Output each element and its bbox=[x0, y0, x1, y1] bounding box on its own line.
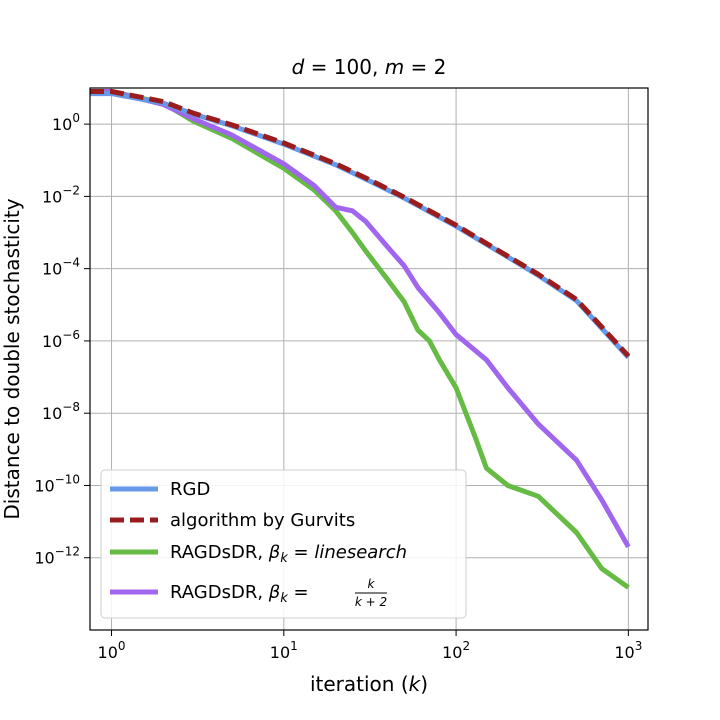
legend-label-ragdsdr-frac: RAGDsDR, βk = bbox=[170, 582, 309, 606]
legend-label-ragdsdr-frac-beta: β bbox=[268, 582, 281, 603]
x-tick-label-base: 10 bbox=[270, 643, 290, 662]
legend-label-ragdsdr-linesearch-eq: = bbox=[288, 542, 315, 563]
y-tick-label-exp: −10 bbox=[55, 472, 80, 486]
y-tick-label-base: 10 bbox=[42, 187, 62, 206]
title-eq2: = 2 bbox=[404, 55, 446, 79]
y-tick-label: 100 bbox=[52, 111, 80, 134]
legend: RGD algorithm by Gurvits RAGDsDR, βk = l… bbox=[100, 469, 467, 619]
series-line-ragdsdr-frac bbox=[90, 89, 631, 549]
y-tick-label-exp: 0 bbox=[72, 111, 80, 125]
x-axis-ticks: 100 101 102 103 bbox=[98, 630, 642, 662]
y-axis-label: Distance to double stochasticity bbox=[0, 198, 24, 519]
y-tick-label-exp: −2 bbox=[62, 183, 80, 197]
legend-label-ragdsdr-linesearch-main: RAGDsDR, bbox=[170, 542, 269, 563]
x-tick-label: 100 bbox=[98, 639, 126, 662]
legend-frac-numerator: k bbox=[368, 577, 376, 591]
legend-box bbox=[100, 469, 467, 619]
x-axis-label-word: iteration ( bbox=[310, 672, 409, 696]
y-tick-label-base: 10 bbox=[42, 260, 62, 279]
legend-label-ragdsdr-linesearch-beta: β bbox=[268, 542, 281, 563]
y-tick-label-base: 10 bbox=[52, 115, 72, 134]
x-axis-label-var: k bbox=[409, 672, 422, 696]
y-tick-label: 10−4 bbox=[42, 256, 80, 279]
x-tick-label-exp: 0 bbox=[118, 639, 126, 653]
title-m: m bbox=[385, 55, 404, 79]
legend-label-ragdsdr-linesearch-sub: k bbox=[280, 551, 288, 566]
plot-series bbox=[90, 89, 631, 590]
y-tick-label-exp: −4 bbox=[62, 256, 80, 270]
x-tick-label-base: 10 bbox=[614, 643, 634, 662]
x-tick-label-exp: 2 bbox=[462, 639, 470, 653]
title-eq1: = 100, bbox=[304, 55, 384, 79]
y-tick-label: 10−10 bbox=[34, 472, 80, 495]
x-tick-label-exp: 3 bbox=[635, 639, 643, 653]
legend-frac-denominator: k + 2 bbox=[355, 595, 387, 609]
legend-label-gurvits: algorithm by Gurvits bbox=[170, 510, 355, 531]
series-line-ragdsdr-linesearch bbox=[90, 89, 630, 590]
y-tick-label-base: 10 bbox=[42, 404, 62, 423]
x-axis-label-close: ) bbox=[420, 672, 428, 696]
legend-label-ragdsdr-linesearch: RAGDsDR, βk = linesearch bbox=[170, 542, 407, 566]
x-tick-label-base: 10 bbox=[442, 643, 462, 662]
title-d: d bbox=[292, 55, 305, 79]
y-tick-label-base: 10 bbox=[34, 476, 54, 495]
y-tick-label-exp: −8 bbox=[62, 400, 80, 414]
x-tick-label-exp: 1 bbox=[290, 639, 298, 653]
chart-title: d = 100, m = 2 bbox=[292, 55, 447, 79]
legend-label-ragdsdr-frac-sub: k bbox=[280, 591, 288, 606]
y-tick-label-exp: −12 bbox=[55, 545, 80, 559]
y-tick-label: 10−12 bbox=[34, 545, 80, 568]
legend-label-ragdsdr-linesearch-rhs: linesearch bbox=[314, 542, 407, 563]
legend-label-rgd: RGD bbox=[170, 479, 210, 500]
y-tick-label: 10−2 bbox=[42, 183, 80, 206]
x-tick-label-base: 10 bbox=[98, 643, 118, 662]
y-tick-label: 10−8 bbox=[42, 400, 80, 423]
series-line-gurvits bbox=[90, 89, 631, 358]
y-tick-label-exp: −6 bbox=[62, 328, 80, 342]
y-tick-label-base: 10 bbox=[42, 332, 62, 351]
x-tick-label: 102 bbox=[442, 639, 470, 662]
x-tick-label: 101 bbox=[270, 639, 298, 662]
x-axis-label: iteration (k) bbox=[310, 672, 428, 696]
x-tick-label: 103 bbox=[614, 639, 642, 662]
legend-label-ragdsdr-frac-main: RAGDsDR, bbox=[170, 582, 269, 603]
legend-label-ragdsdr-frac-eq: = bbox=[288, 582, 309, 603]
axes-frame bbox=[89, 87, 649, 631]
y-tick-label-base: 10 bbox=[34, 549, 54, 568]
y-tick-label: 10−6 bbox=[42, 328, 80, 351]
